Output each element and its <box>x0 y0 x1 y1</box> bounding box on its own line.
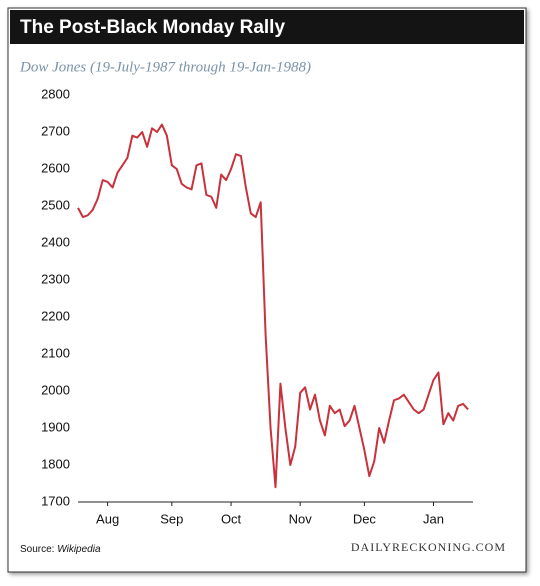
y-tick-label: 2800 <box>41 86 70 101</box>
x-tick-label: Dec <box>353 511 377 526</box>
x-tick-label: Sep <box>160 511 183 526</box>
y-tick-label: 1900 <box>41 419 70 434</box>
source-name: Wikipedia <box>57 544 101 555</box>
source: Source: Wikipedia <box>20 544 101 555</box>
card <box>7 7 527 573</box>
chart-title: The Post-Black Monday Rally <box>20 17 285 38</box>
y-tick-label: 1800 <box>41 456 70 471</box>
x-tick-label: Aug <box>96 511 119 526</box>
y-tick-label: 1700 <box>41 493 70 508</box>
chart-subtitle: Dow Jones (19-July-1987 through 19-Jan-1… <box>19 59 311 75</box>
y-tick-label: 2000 <box>41 382 70 397</box>
y-tick-label: 2500 <box>41 197 70 212</box>
series-line <box>77 123 469 489</box>
x-tick-label: Nov <box>289 511 313 526</box>
y-tick-label: 2100 <box>41 345 70 360</box>
x-tick-label: Oct <box>221 511 242 526</box>
brand: DAILYRECKONING.COM <box>351 540 506 554</box>
y-tick-label: 2300 <box>41 271 70 286</box>
y-tick-label: 2600 <box>41 160 70 175</box>
x-tick-label: Jan <box>423 511 444 526</box>
source-label: Source: <box>20 544 54 555</box>
header-bar <box>10 10 524 44</box>
y-tick-label: 2400 <box>41 234 70 249</box>
y-tick-label: 2700 <box>41 123 70 138</box>
y-tick-label: 2200 <box>41 308 70 323</box>
